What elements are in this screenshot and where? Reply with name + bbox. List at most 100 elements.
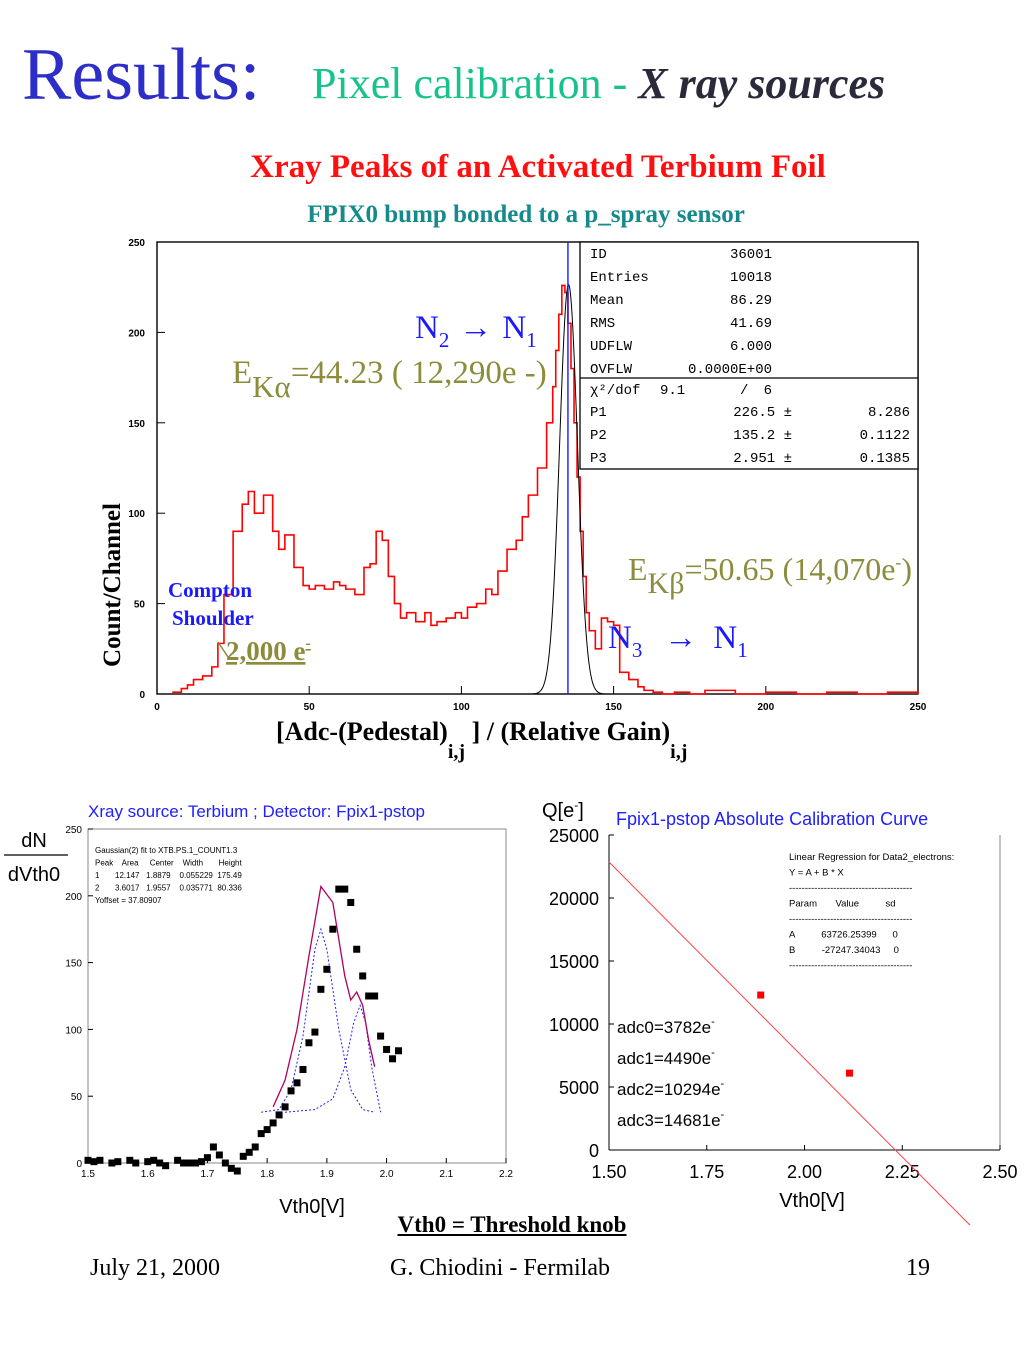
- chart1-ytick-label: 250: [128, 238, 145, 249]
- chart2-point: [293, 1079, 301, 1087]
- chart3-adc-label: adc0=3782e-: [617, 1016, 715, 1037]
- n2-label: N2 → N1: [415, 310, 537, 352]
- chart1-xtick-label: 100: [453, 702, 470, 713]
- fit-param-value: 226.5 ±: [733, 405, 792, 421]
- fit-param-value: 2.951 ±: [733, 451, 792, 467]
- chart2-point: [162, 1162, 170, 1170]
- chart3-ytick-label: 15000: [549, 952, 599, 972]
- chart1-xtick-label: 250: [910, 702, 927, 713]
- chart3-xlabel: Vth0[V]: [779, 1190, 845, 1212]
- chart2-point: [329, 925, 337, 933]
- chart2-point: [144, 1158, 152, 1166]
- e2000-label: 2,000 e-: [226, 635, 311, 666]
- caption: Vth0 = Threshold knob: [397, 1212, 627, 1237]
- chart3-adc-labels: adc0=3782e-adc1=4490e-adc2=10294e-adc3=1…: [617, 1016, 725, 1130]
- chart1-xtick-label: 200: [757, 702, 774, 713]
- chart2-gauss1-curve: [261, 927, 375, 1113]
- chart1-xtick-label: 0: [154, 702, 160, 713]
- chart2-point: [281, 1103, 289, 1111]
- chart2-point: [257, 1130, 265, 1138]
- chart2-xtick-label: 1.7: [200, 1169, 214, 1180]
- compton-label-line2: Shoulder: [172, 606, 254, 630]
- chart2-point: [90, 1158, 98, 1166]
- chart2-xtick-label: 1.8: [260, 1169, 274, 1180]
- chart3-regression-line-text: ---------------------------------------: [789, 883, 912, 894]
- compton-label-line1: Compton: [168, 578, 252, 602]
- chart3-ytick-label: 20000: [549, 889, 599, 909]
- e2000-arrow: [217, 641, 229, 658]
- chart2-point: [287, 1087, 295, 1095]
- chart1-histogram-line: [172, 284, 919, 695]
- chart2-point: [221, 1159, 229, 1167]
- fit-param-value: 135.2 ±: [733, 428, 792, 444]
- stat-value: 0.0000E+00: [688, 362, 772, 378]
- chart2-point: [114, 1158, 122, 1166]
- chart3-regression-line: [608, 861, 971, 1225]
- chi2-value: 9.1: [660, 383, 685, 399]
- chart2-point: [377, 1032, 385, 1040]
- chart2-fit-box-line: Peak Area Center Width Height: [95, 859, 243, 868]
- chart3-xtick-label: 2.00: [787, 1162, 822, 1182]
- subtitle-plain: Pixel calibration -: [312, 59, 639, 108]
- fit-param-error: 0.1122: [860, 428, 910, 444]
- chart2-point: [335, 885, 343, 893]
- chart2-point: [305, 1039, 313, 1047]
- chart1-title: Xray Peaks of an Activated Terbium Foil: [250, 149, 826, 185]
- chart2-gauss2-curve: [285, 1003, 382, 1113]
- slide-subtitle: Pixel calibration - X ray sources: [312, 62, 885, 106]
- chart3-point: [757, 991, 765, 999]
- chart3-point: [845, 1069, 853, 1077]
- subtitle-italic: X ray sources: [638, 59, 886, 108]
- stat-value: 86.29: [730, 293, 772, 309]
- chart2-point: [383, 1045, 391, 1053]
- fit-param-error: 8.286: [868, 405, 910, 421]
- chart2-xtick-label: 2.0: [380, 1169, 394, 1180]
- chart2-point: [251, 1143, 259, 1151]
- chart3-ytick-label: 10000: [549, 1015, 599, 1035]
- chart2-point: [126, 1156, 134, 1164]
- chart1-xtick-label: 150: [605, 702, 622, 713]
- e-kbeta-label: EKβ=50.65 (14,070e-): [628, 551, 912, 600]
- stat-value: 41.69: [730, 316, 772, 332]
- chart1-ylabel: Count/Channel: [99, 503, 126, 667]
- chart2-point: [215, 1151, 223, 1159]
- stat-label: RMS: [590, 316, 615, 332]
- chi2-slash: /: [740, 383, 748, 399]
- chart2-point: [108, 1159, 116, 1167]
- chart2-point: [299, 1065, 307, 1073]
- chart3-regression-line-text: Linear Regression for Data2_electrons:: [789, 852, 954, 863]
- chart2-point: [239, 1152, 247, 1160]
- stat-label: Mean: [590, 293, 624, 309]
- chi2-dof: 6: [764, 383, 772, 399]
- chart2-frame: [87, 828, 507, 1164]
- chart2-xtick-label: 2.1: [439, 1169, 453, 1180]
- chart3-xtick-label: 1.75: [689, 1162, 724, 1182]
- chart2-point: [186, 1159, 194, 1167]
- chart2-point: [156, 1159, 164, 1167]
- chart2-fit-box: Gaussian(2) fit to XTB.PS.1_COUNT1.3 Peak…: [95, 846, 243, 905]
- chart2-point: [84, 1156, 92, 1164]
- stat-value: 36001: [730, 247, 772, 263]
- slide-title: Results:: [22, 34, 261, 116]
- chart3-axes: 1.50 1.75 2.00 2.25 2.50 0 5000 10000 15000 20000…: [549, 826, 1018, 1182]
- chart2-ylabel-num: dN: [21, 830, 47, 852]
- chart1-ytick-label: 100: [128, 509, 145, 520]
- chart2-point: [395, 1047, 403, 1055]
- chart2-title: Xray source: Terbium ; Detector: Fpix1-p…: [88, 802, 425, 821]
- chart3-adc-label: adc3=14681e-: [617, 1109, 725, 1130]
- chart2-xtick-label: 1.6: [141, 1169, 155, 1180]
- chart2-point: [347, 898, 355, 906]
- stat-label: UDFLW: [590, 339, 633, 355]
- chart2-point: [359, 972, 367, 980]
- chart2-point: [180, 1159, 188, 1167]
- fit-param-label: P2: [590, 428, 607, 444]
- chart2-xtick-label: 1.9: [320, 1169, 334, 1180]
- chart3-points: [757, 991, 853, 1077]
- chart2-point: [209, 1143, 217, 1151]
- chart2-point: [341, 885, 349, 893]
- chart2-point: [311, 1028, 319, 1036]
- chart2-point: [132, 1159, 140, 1167]
- chart2-xtick-label: 1.5: [81, 1169, 95, 1180]
- chart3-ylabel: Q[e-]: [542, 798, 584, 822]
- chart2-fit-curve: [272, 884, 376, 1108]
